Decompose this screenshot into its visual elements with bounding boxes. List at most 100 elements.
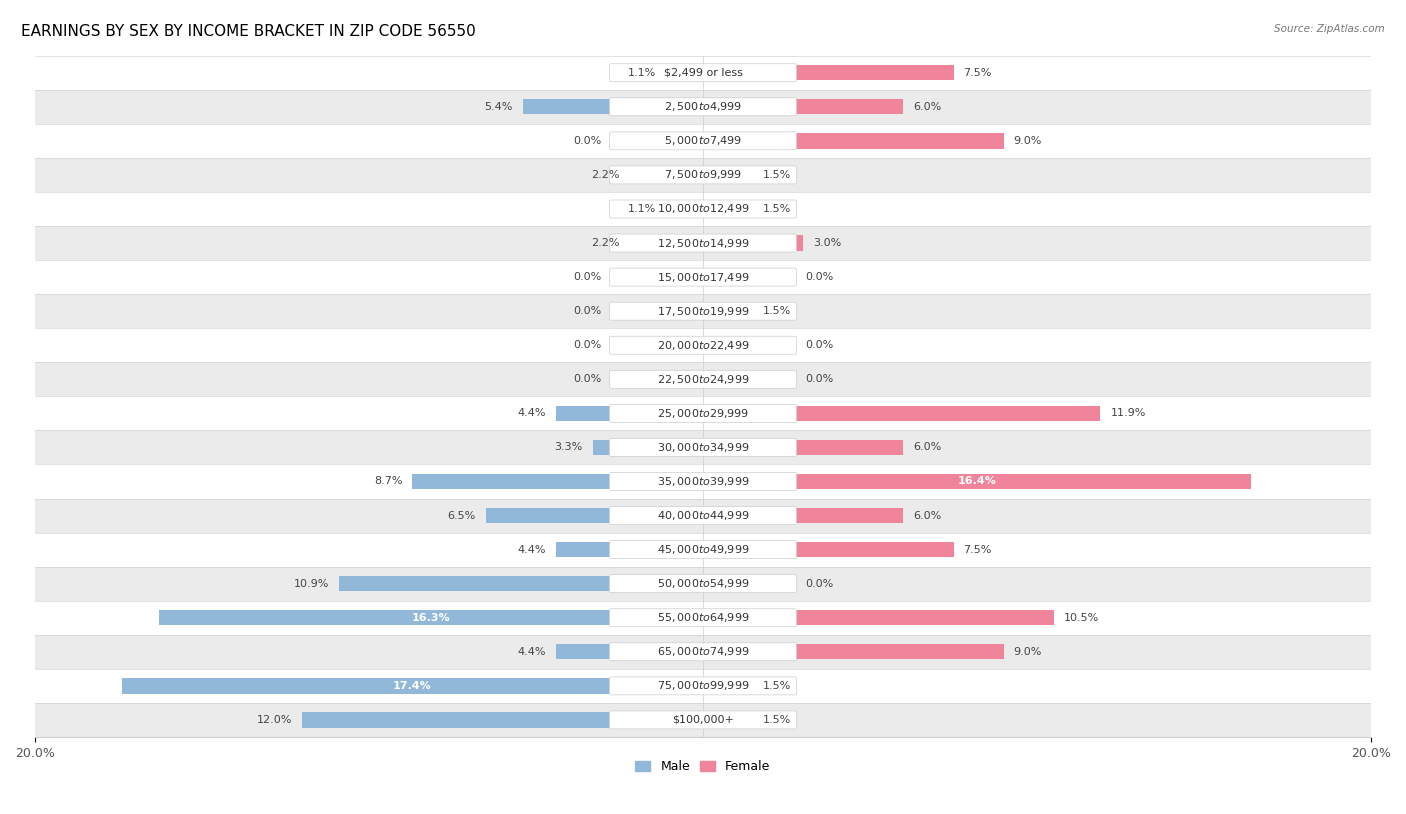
Text: $2,500 to $4,999: $2,500 to $4,999 <box>664 100 742 113</box>
Bar <box>35 124 1371 158</box>
Bar <box>35 55 1371 90</box>
Text: 0.0%: 0.0% <box>572 306 602 316</box>
Text: 4.4%: 4.4% <box>517 545 546 554</box>
FancyBboxPatch shape <box>609 677 797 695</box>
Bar <box>703 133 1004 148</box>
Bar <box>35 260 1371 294</box>
FancyBboxPatch shape <box>609 336 797 354</box>
Text: $45,000 to $49,999: $45,000 to $49,999 <box>657 543 749 556</box>
Text: $17,500 to $19,999: $17,500 to $19,999 <box>657 304 749 317</box>
Bar <box>35 362 1371 396</box>
Bar <box>35 601 1371 635</box>
Bar <box>486 508 703 523</box>
Bar <box>703 644 1004 659</box>
Text: 0.0%: 0.0% <box>572 340 602 350</box>
Bar <box>35 498 1371 532</box>
Text: $50,000 to $54,999: $50,000 to $54,999 <box>657 577 749 590</box>
FancyBboxPatch shape <box>609 302 797 320</box>
Bar <box>122 678 703 694</box>
Bar <box>703 65 953 81</box>
Text: $75,000 to $99,999: $75,000 to $99,999 <box>657 680 749 693</box>
Text: 11.9%: 11.9% <box>1111 409 1146 418</box>
Bar <box>35 703 1371 737</box>
Bar <box>302 712 703 728</box>
Bar <box>630 167 703 182</box>
Text: 16.4%: 16.4% <box>957 476 997 487</box>
Text: $35,000 to $39,999: $35,000 to $39,999 <box>657 475 749 488</box>
Text: 6.5%: 6.5% <box>447 510 475 520</box>
Text: $100,000+: $100,000+ <box>672 715 734 725</box>
Bar <box>35 226 1371 260</box>
Bar <box>159 610 703 625</box>
Bar <box>703 405 1101 421</box>
FancyBboxPatch shape <box>609 268 797 286</box>
Bar <box>703 235 803 251</box>
FancyBboxPatch shape <box>609 63 797 81</box>
FancyBboxPatch shape <box>609 609 797 627</box>
Text: $25,000 to $29,999: $25,000 to $29,999 <box>657 407 749 420</box>
Text: 1.5%: 1.5% <box>763 681 792 691</box>
Text: 0.0%: 0.0% <box>572 374 602 384</box>
Text: $65,000 to $74,999: $65,000 to $74,999 <box>657 646 749 659</box>
Bar <box>35 431 1371 465</box>
FancyBboxPatch shape <box>609 370 797 388</box>
Text: $12,500 to $14,999: $12,500 to $14,999 <box>657 237 749 250</box>
FancyBboxPatch shape <box>609 575 797 593</box>
FancyBboxPatch shape <box>609 643 797 661</box>
Bar <box>703 712 754 728</box>
Bar <box>35 465 1371 498</box>
Bar <box>666 201 703 217</box>
Text: 1.1%: 1.1% <box>628 68 657 77</box>
Text: $15,000 to $17,499: $15,000 to $17,499 <box>657 270 749 283</box>
FancyBboxPatch shape <box>609 506 797 524</box>
Bar <box>412 474 703 489</box>
Text: 0.0%: 0.0% <box>572 272 602 282</box>
FancyBboxPatch shape <box>609 98 797 116</box>
Text: $7,500 to $9,999: $7,500 to $9,999 <box>664 168 742 182</box>
FancyBboxPatch shape <box>609 439 797 457</box>
Bar <box>703 304 754 319</box>
FancyBboxPatch shape <box>609 200 797 218</box>
Bar <box>593 440 703 455</box>
Text: 7.5%: 7.5% <box>963 545 991 554</box>
Text: 2.2%: 2.2% <box>591 238 620 248</box>
Text: Source: ZipAtlas.com: Source: ZipAtlas.com <box>1274 24 1385 34</box>
Bar <box>339 576 703 591</box>
Text: 10.5%: 10.5% <box>1064 613 1099 623</box>
Text: $55,000 to $64,999: $55,000 to $64,999 <box>657 611 749 624</box>
Bar <box>703 508 904 523</box>
Text: 6.0%: 6.0% <box>914 443 942 453</box>
Text: 1.5%: 1.5% <box>763 306 792 316</box>
Bar <box>703 678 754 694</box>
Bar <box>523 99 703 115</box>
FancyBboxPatch shape <box>609 166 797 184</box>
Bar <box>703 542 953 558</box>
Bar <box>703 610 1053 625</box>
Bar <box>35 158 1371 192</box>
FancyBboxPatch shape <box>609 711 797 729</box>
Bar <box>703 99 904 115</box>
Text: $5,000 to $7,499: $5,000 to $7,499 <box>664 134 742 147</box>
Bar <box>35 635 1371 669</box>
Text: 0.0%: 0.0% <box>804 272 834 282</box>
Text: 0.0%: 0.0% <box>804 374 834 384</box>
Text: EARNINGS BY SEX BY INCOME BRACKET IN ZIP CODE 56550: EARNINGS BY SEX BY INCOME BRACKET IN ZIP… <box>21 24 475 39</box>
Text: 0.0%: 0.0% <box>572 136 602 146</box>
Text: 1.5%: 1.5% <box>763 204 792 214</box>
Text: $2,499 or less: $2,499 or less <box>664 68 742 77</box>
Bar <box>35 396 1371 431</box>
Text: 12.0%: 12.0% <box>257 715 292 725</box>
Text: 9.0%: 9.0% <box>1014 647 1042 657</box>
Bar <box>703 440 904 455</box>
Text: 2.2%: 2.2% <box>591 170 620 180</box>
Text: $22,500 to $24,999: $22,500 to $24,999 <box>657 373 749 386</box>
Bar <box>35 192 1371 226</box>
Bar <box>666 65 703 81</box>
Text: 9.0%: 9.0% <box>1014 136 1042 146</box>
Bar <box>35 294 1371 328</box>
Bar <box>35 669 1371 703</box>
Bar <box>555 542 703 558</box>
Text: 4.4%: 4.4% <box>517 409 546 418</box>
FancyBboxPatch shape <box>609 132 797 150</box>
FancyBboxPatch shape <box>609 472 797 491</box>
